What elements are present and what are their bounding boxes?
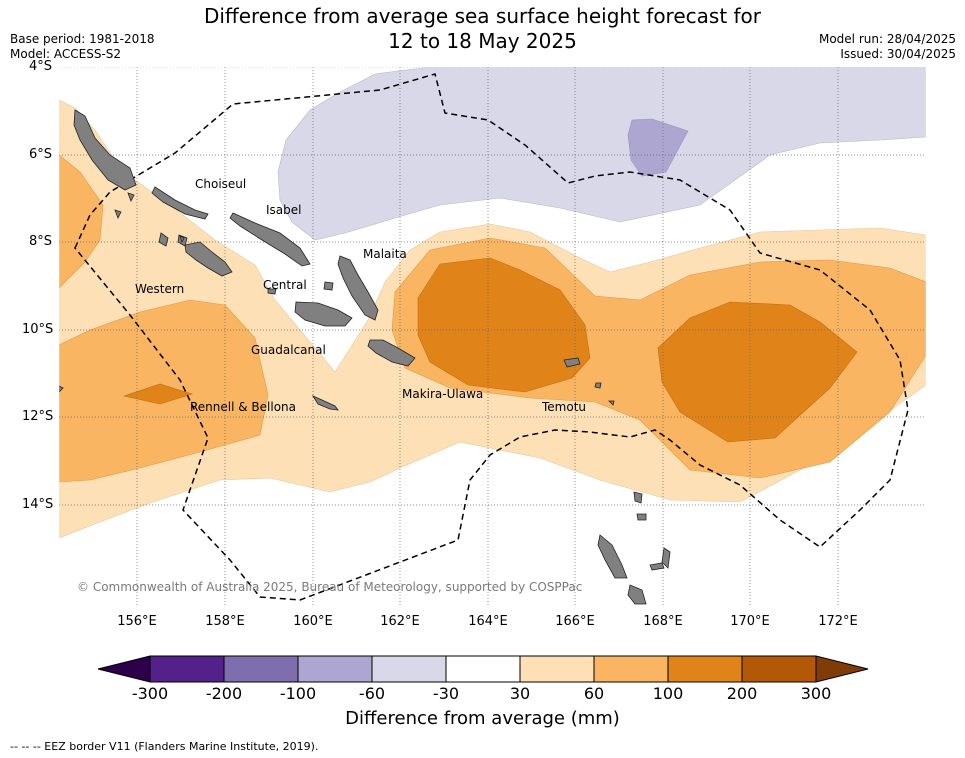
lon-label-160e: 160°E bbox=[293, 614, 333, 629]
meta-left: Base period: 1981-2018 Model: ACCESS-S2 bbox=[10, 32, 155, 62]
place-label-malaita: Malaita bbox=[363, 247, 407, 261]
colorbar-label-100: 100 bbox=[652, 684, 684, 703]
makira-island bbox=[367, 339, 416, 367]
colorbar-label-300: 300 bbox=[800, 684, 832, 703]
model-name: Model: ACCESS-S2 bbox=[10, 47, 122, 61]
santa-cruz-island bbox=[563, 357, 581, 368]
lon-label-166e: 166°E bbox=[555, 614, 595, 629]
title-line-1: Difference from average sea surface heig… bbox=[203, 4, 762, 28]
colorbar-bin-4 bbox=[372, 656, 446, 682]
contour-pos-dark-west bbox=[122, 383, 194, 405]
florida-islands bbox=[323, 281, 334, 291]
vanuatu-malakula bbox=[627, 584, 647, 605]
small-island-a bbox=[127, 192, 135, 202]
base-period: Base period: 1981-2018 bbox=[10, 32, 155, 46]
colorbar-extend-low bbox=[97, 655, 151, 683]
guadalcanal-island bbox=[294, 301, 353, 327]
lat-label-8s: 8°S bbox=[28, 234, 52, 249]
contour-pos-dark-central bbox=[417, 257, 591, 393]
contour-pos-mid-west bbox=[59, 154, 104, 289]
rennell-island bbox=[311, 395, 339, 411]
bougainville-island bbox=[73, 109, 137, 191]
lat-label-10s: 10°S bbox=[22, 322, 54, 337]
lat-label-14s: 14°S bbox=[22, 497, 54, 512]
colorbar-label-neg300: -300 bbox=[131, 684, 169, 703]
small-island-g bbox=[267, 288, 277, 295]
colorbar-tick-marks bbox=[223, 656, 743, 682]
gridlines bbox=[59, 67, 926, 606]
chart-title: Difference from average sea surface heig… bbox=[0, 4, 965, 54]
colorbar-bin-3 bbox=[298, 656, 372, 682]
colorbar-label-200: 200 bbox=[726, 684, 758, 703]
colorbar-bin-6 bbox=[520, 656, 594, 682]
colorbar-label-neg100: -100 bbox=[279, 684, 317, 703]
vanuatu-espiritu-santo bbox=[597, 534, 628, 579]
lon-label-172e: 172°E bbox=[818, 614, 858, 629]
vanuatu-ambae bbox=[649, 562, 665, 571]
place-label-choiseul: Choiseul bbox=[195, 177, 247, 191]
copyright-notice: © Commonwealth of Australia 2025, Bureau… bbox=[77, 580, 583, 594]
place-label-makira-ulawa: Makira-Ulawa bbox=[402, 387, 484, 401]
contour-neg-mid bbox=[627, 118, 689, 177]
eez-footnote: -- -- -- EEZ border V11 (Flanders Marine… bbox=[10, 740, 319, 753]
lon-label-162e: 162°E bbox=[380, 614, 420, 629]
colorbar bbox=[97, 655, 869, 683]
colorbar-label-30: 30 bbox=[509, 684, 531, 703]
place-label-guadalcanal: Guadalcanal bbox=[251, 343, 326, 357]
colorbar-bin-7 bbox=[594, 656, 668, 682]
small-island-f bbox=[179, 235, 185, 244]
model-run: Model run: 28/04/2025 bbox=[818, 32, 956, 46]
colorbar-label-neg60: -60 bbox=[358, 684, 386, 703]
colorbar-label-60: 60 bbox=[583, 684, 605, 703]
small-island-c bbox=[594, 382, 602, 389]
small-island-e bbox=[59, 385, 64, 393]
colorbar-extend-high bbox=[815, 655, 869, 683]
small-island-d bbox=[608, 400, 615, 406]
lon-label-158e: 158°E bbox=[205, 614, 245, 629]
vanuatu-pentecost bbox=[661, 547, 671, 569]
vella-lavella-island bbox=[158, 232, 169, 247]
lon-label-170e: 170°E bbox=[730, 614, 770, 629]
lon-label-168e: 168°E bbox=[643, 614, 683, 629]
meta-right: Model run: 28/04/2025 Issued: 30/04/2025 bbox=[819, 32, 956, 62]
land-masses bbox=[59, 109, 671, 605]
colorbar-outline bbox=[149, 655, 817, 683]
new-georgia-islands bbox=[184, 241, 233, 277]
contour-neg-light bbox=[277, 67, 926, 241]
lat-label-4s: 4°S bbox=[28, 59, 52, 74]
banks-islands bbox=[633, 491, 643, 504]
colorbar-title: Difference from average (mm) bbox=[345, 708, 620, 729]
colorbar-bin-9 bbox=[742, 656, 816, 682]
colorbar-label-neg200: -200 bbox=[205, 684, 243, 703]
place-label-isabel: Isabel bbox=[266, 203, 302, 217]
title-line-2: 12 to 18 May 2025 bbox=[388, 29, 577, 53]
lat-label-6s: 6°S bbox=[28, 147, 52, 162]
colorbar-label-neg30: -30 bbox=[432, 684, 460, 703]
issued-date: Issued: 30/04/2025 bbox=[840, 47, 956, 61]
colorbar-bin-5 bbox=[446, 656, 520, 682]
contour-pos-dark-east bbox=[657, 301, 858, 443]
malaita-island bbox=[337, 255, 379, 321]
torres-islands bbox=[636, 513, 647, 521]
place-label-central: Central bbox=[263, 278, 307, 292]
place-label-temotu: Temotu bbox=[542, 400, 587, 414]
map-frame bbox=[58, 66, 927, 607]
place-label-western: Western bbox=[135, 282, 185, 296]
map-plot bbox=[59, 67, 926, 606]
choiseul-island bbox=[151, 186, 209, 220]
lon-label-164e: 164°E bbox=[468, 614, 508, 629]
lat-label-12s: 12°S bbox=[22, 409, 54, 424]
colorbar-bin-8 bbox=[668, 656, 742, 682]
colorbar-bin-2 bbox=[224, 656, 298, 682]
eez-border bbox=[74, 73, 909, 601]
isabel-island bbox=[229, 212, 311, 267]
colorbar-bin-1 bbox=[150, 656, 224, 682]
lon-label-156e: 156°E bbox=[117, 614, 157, 629]
small-island-b bbox=[114, 209, 122, 219]
place-label-rennell-bellona: Rennell & Bellona bbox=[190, 400, 297, 414]
